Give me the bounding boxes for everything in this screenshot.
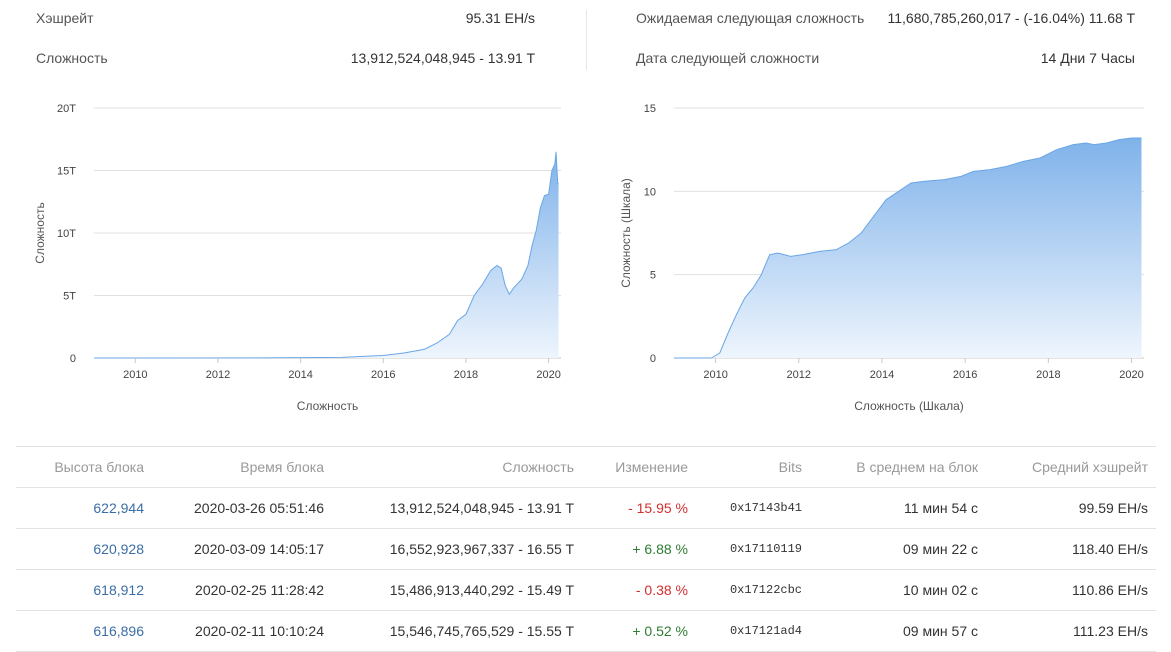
y-tick-label: 0 [650, 353, 656, 365]
y-tick-label: 10T [57, 228, 76, 240]
x-tick-label: 2012 [787, 369, 811, 381]
difficulty-history-table: Высота блока Время блока Сложность Измен… [16, 446, 1156, 652]
block-height-link[interactable]: 622,944 [93, 500, 144, 516]
x-tick-label: 2020 [1119, 369, 1143, 381]
x-tick-label: 2016 [953, 369, 977, 381]
header-avg-block-time[interactable]: В среднем на блок [856, 459, 978, 475]
x-tick-label: 2010 [703, 369, 727, 381]
difficulty-value: 15,486,913,440,292 - 15.49 T [389, 582, 574, 598]
header-block-time[interactable]: Время блока [240, 459, 324, 475]
series-area [94, 151, 559, 358]
y-tick-label: 5 [650, 270, 656, 282]
x-tick-label: 2018 [454, 369, 478, 381]
difficulty-value: 13,912,524,048,945 - 13.91 T [389, 500, 574, 516]
block-height-link[interactable]: 616,896 [93, 623, 144, 639]
x-tick-label: 2014 [870, 369, 894, 381]
x-tick-label: 2018 [1036, 369, 1060, 381]
y-tick-label: 20T [57, 103, 76, 115]
difficulty-value: 15,546,745,765,529 - 15.55 T [389, 623, 574, 639]
x-tick-label: 2012 [206, 369, 230, 381]
difficulty-scale-chart-svg: 0 5 10 15 2010 2012 2014 2016 2018 2020 Сложность … [619, 103, 1144, 413]
avg-hashrate: 111.23 EH/s [1073, 623, 1148, 639]
difficulty-value: 16,552,923,967,337 - 16.55 T [389, 541, 574, 557]
table-row: 620,928 2020-03-09 14:05:17 16,552,923,9… [16, 528, 1156, 569]
change-value: + 0.52 % [632, 623, 688, 639]
next-difficulty-value: 11,680,785,260,017 - (-16.04%) 11.68 T [887, 10, 1135, 26]
y-tick-label: 15T [57, 166, 76, 178]
x-tick-label: 2010 [123, 369, 147, 381]
difficulty-scale-chart: 0 5 10 15 2010 2012 2014 2016 2018 2020 Сложность … [600, 92, 1160, 432]
next-difficulty-date-label: Дата следующей сложности [636, 50, 820, 66]
x-axis-title: Сложность (Шкала) [854, 399, 964, 413]
next-difficulty-date-value: 14 Дни 7 Часы [1040, 50, 1135, 66]
y-tick-label: 5T [63, 291, 76, 303]
avg-block-time: 10 мин 02 с [903, 582, 978, 598]
block-height-link[interactable]: 618,912 [93, 582, 144, 598]
series-area [674, 138, 1142, 358]
avg-hashrate: 118.40 EH/s [1071, 541, 1148, 557]
header-bits[interactable]: Bits [778, 459, 802, 475]
header-change[interactable]: Изменение [615, 459, 688, 475]
difficulty-label: Сложность [36, 50, 108, 66]
block-time: 2020-02-11 10:10:24 [195, 623, 324, 639]
x-tick-label: 2020 [536, 369, 560, 381]
series-line [674, 137, 1142, 359]
difficulty-stats-panel: Хэшрейт 95.31 EH/s Сложность 13,912,524,… [0, 0, 1171, 90]
hashrate-label: Хэшрейт [36, 10, 94, 26]
y-tick-label: 10 [644, 186, 656, 198]
hashrate-value: 95.31 EH/s [465, 10, 535, 26]
avg-hashrate: 110.86 EH/s [1071, 582, 1148, 598]
block-time: 2020-03-09 14:05:17 [194, 541, 324, 557]
y-axis-title: Сложность [33, 202, 47, 263]
avg-block-time: 09 мин 22 с [903, 541, 978, 557]
avg-block-time: 09 мин 57 с [903, 623, 978, 639]
y-tick-label: 15 [644, 103, 656, 115]
bits-value: 0x17122cbc [729, 583, 802, 597]
change-value: - 15.95 % [628, 500, 688, 516]
header-avg-hashrate[interactable]: Средний хэшрейт [1032, 459, 1148, 475]
block-height-link[interactable]: 620,928 [93, 541, 144, 557]
x-axis-title: Сложность [297, 399, 358, 413]
header-difficulty[interactable]: Сложность [502, 459, 574, 475]
bits-value: 0x17143b41 [729, 501, 802, 515]
y-tick-label: 0 [70, 353, 76, 365]
block-time: 2020-02-25 11:28:42 [195, 582, 324, 598]
stats-divider [586, 10, 587, 70]
series-line [93, 151, 559, 359]
next-difficulty-label: Ожидаемая следующая сложность [636, 10, 865, 26]
bits-value: 0x17121ad4 [729, 624, 802, 638]
table-row: 616,896 2020-02-11 10:10:24 15,546,745,7… [16, 610, 1156, 652]
y-axis-title: Сложность (Шкала) [619, 178, 633, 288]
table-row: 618,912 2020-02-25 11:28:42 15,486,913,4… [16, 569, 1156, 610]
x-tick-label: 2014 [288, 369, 312, 381]
change-value: + 6.88 % [632, 541, 688, 557]
block-time: 2020-03-26 05:51:46 [194, 500, 324, 516]
difficulty-chart-svg: 0 5T 10T 15T 20T 2010 2012 2014 2016 2018 2020 Слож… [33, 103, 561, 413]
avg-hashrate: 99.59 EH/s [1078, 500, 1148, 516]
change-value: - 0.38 % [635, 582, 688, 598]
header-block-height[interactable]: Высота блока [54, 459, 144, 475]
avg-block-time: 11 мин 54 с [904, 500, 978, 516]
x-tick-label: 2016 [371, 369, 395, 381]
table-row: 622,944 2020-03-26 05:51:46 13,912,524,0… [16, 487, 1156, 528]
bits-value: 0x17110119 [729, 542, 802, 556]
difficulty-value: 13,912,524,048,945 - 13.91 T [350, 50, 535, 66]
table-header-row: Высота блока Время блока Сложность Измен… [16, 446, 1156, 487]
difficulty-chart: 0 5T 10T 15T 20T 2010 2012 2014 2016 2018 2020 Слож… [20, 92, 580, 432]
